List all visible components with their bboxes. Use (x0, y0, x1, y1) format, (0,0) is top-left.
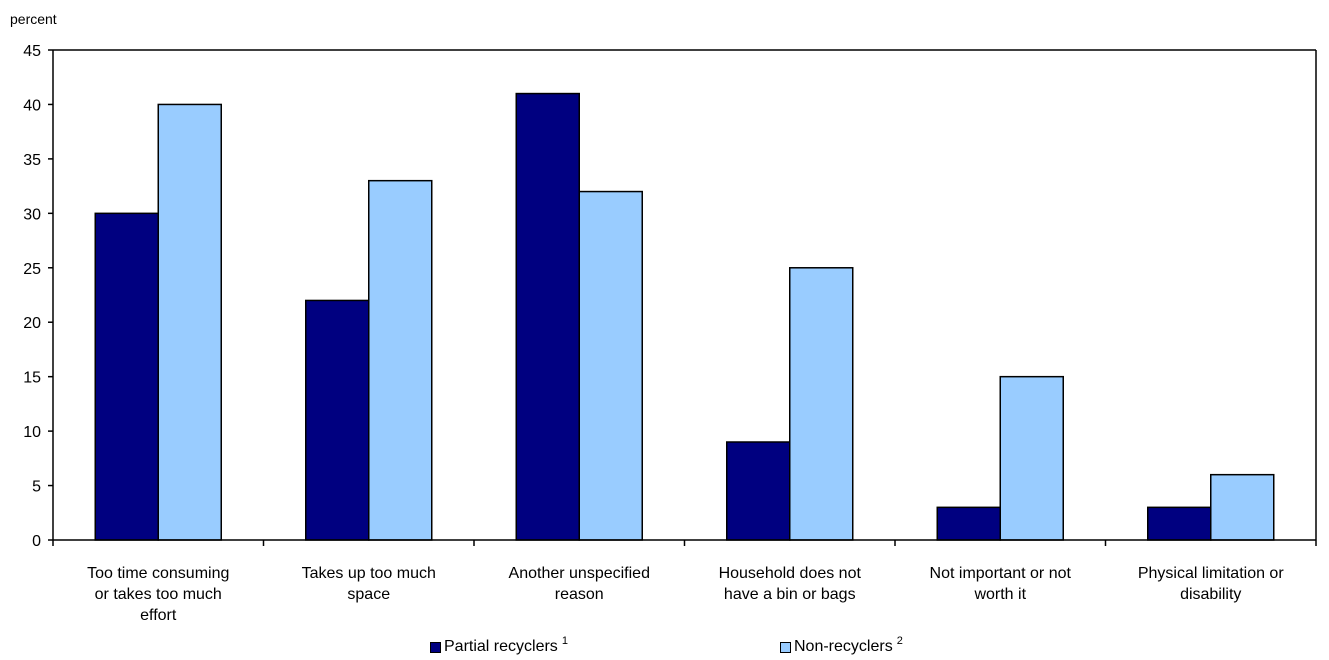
x-category-label: or takes too much (95, 586, 222, 603)
x-category-label: effort (140, 607, 177, 624)
bar-partial-recyclers (1147, 506, 1212, 541)
x-category-label: disability (1180, 586, 1241, 603)
legend-label-non-recyclers: Non-recyclers (794, 638, 893, 655)
legend-label-partial-recyclers: Partial recyclers (444, 638, 558, 655)
x-category-label: Household does not (719, 565, 862, 582)
x-category-label: reason (555, 586, 604, 603)
bar-partial-recyclers (726, 441, 791, 541)
y-tick-label: 30 (23, 206, 41, 223)
bar-partial-recyclers (94, 212, 159, 541)
legend-swatch-non-recyclers (780, 641, 791, 653)
x-category-label: Not important or not (930, 565, 1072, 582)
legend-item-partial-recyclers: Partial recyclers 1 (430, 635, 568, 656)
bar-partial-recyclers (305, 299, 370, 541)
y-axis-title: percent (10, 11, 57, 27)
legend-note-partial-recyclers: 1 (561, 635, 568, 647)
y-tick-label: 15 (23, 370, 41, 387)
legend-item-non-recyclers: Non-recyclers 2 (780, 635, 903, 656)
x-category-label: Another unspecified (509, 565, 650, 582)
x-category-label: Too time consuming (87, 565, 229, 582)
bar-non-recyclers (999, 375, 1064, 541)
y-tick-label: 25 (23, 261, 41, 278)
bar-non-recyclers (578, 190, 643, 541)
y-tick-label: 10 (23, 424, 41, 441)
legend-swatch-partial-recyclers (430, 641, 441, 653)
y-tick-label: 0 (32, 533, 41, 550)
bar-non-recyclers (368, 179, 433, 541)
x-category-label: Physical limitation or (1138, 565, 1285, 582)
bar-non-recyclers (1210, 473, 1275, 541)
x-category-label: Takes up too much (302, 565, 436, 582)
x-category-label: have a bin or bags (724, 586, 856, 603)
x-category-label: space (347, 586, 390, 603)
legend-note-non-recyclers: 2 (896, 635, 903, 647)
y-tick-label: 20 (23, 315, 41, 332)
bar-non-recyclers (789, 267, 854, 541)
bar-non-recyclers (157, 103, 222, 541)
y-tick-label: 45 (23, 43, 41, 60)
y-tick-label: 40 (23, 97, 41, 114)
y-tick-label: 5 (32, 479, 41, 496)
bar-partial-recyclers (936, 506, 1001, 541)
x-category-label: worth it (973, 586, 1026, 603)
legend: Partial recyclers 1 Non-recyclers 2 (0, 635, 1329, 660)
y-tick-label: 35 (23, 152, 41, 169)
bar-partial-recyclers (515, 92, 580, 541)
